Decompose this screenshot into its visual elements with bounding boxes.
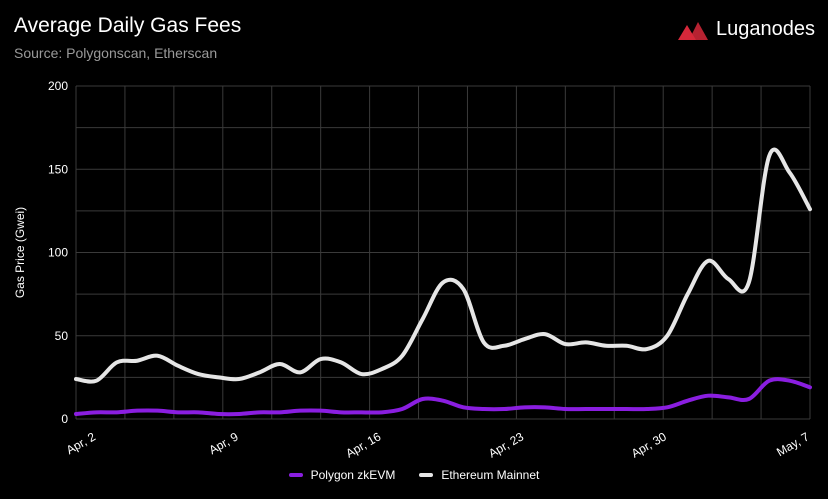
brand-name: Luganodes [716,18,815,40]
legend-label-ethereum: Ethereum Mainnet [441,468,540,482]
y-axis-label: Gas Price (Gwei) [13,207,27,298]
legend-item-polygon: Polygon zkEVM [288,468,396,482]
legend-swatch-ethereum [419,473,434,477]
brand-logo: Luganodes [678,18,815,41]
y-tick-label: 0 [61,412,68,426]
y-tick-label: 150 [48,162,68,176]
x-tick-label: Apr, 16 [343,429,383,460]
series-line-polygon-zkevm [74,377,812,417]
x-tick-label: Apr, 30 [629,429,669,460]
series-line-ethereum-mainnet [74,147,812,384]
legend-swatch-polygon [288,473,303,477]
chart-legend: Polygon zkEVM Ethereum Mainnet [0,468,828,482]
y-tick-label: 200 [48,79,68,93]
x-tick-label: May, 7 [774,429,812,459]
y-tick-label: 100 [48,246,68,260]
chart-title: Average Daily Gas Fees [14,14,242,37]
x-tick-label: Apr, 9 [206,429,240,457]
legend-label-polygon: Polygon zkEVM [310,468,396,482]
x-tick-label: Apr, 23 [486,429,526,460]
luganodes-logo-icon [678,21,708,40]
chart-subtitle: Source: Polygonscan, Etherscan [14,45,218,61]
legend-item-ethereum: Ethereum Mainnet [419,468,539,482]
x-tick-label: Apr, 2 [64,429,98,457]
y-tick-label: 50 [55,329,69,343]
